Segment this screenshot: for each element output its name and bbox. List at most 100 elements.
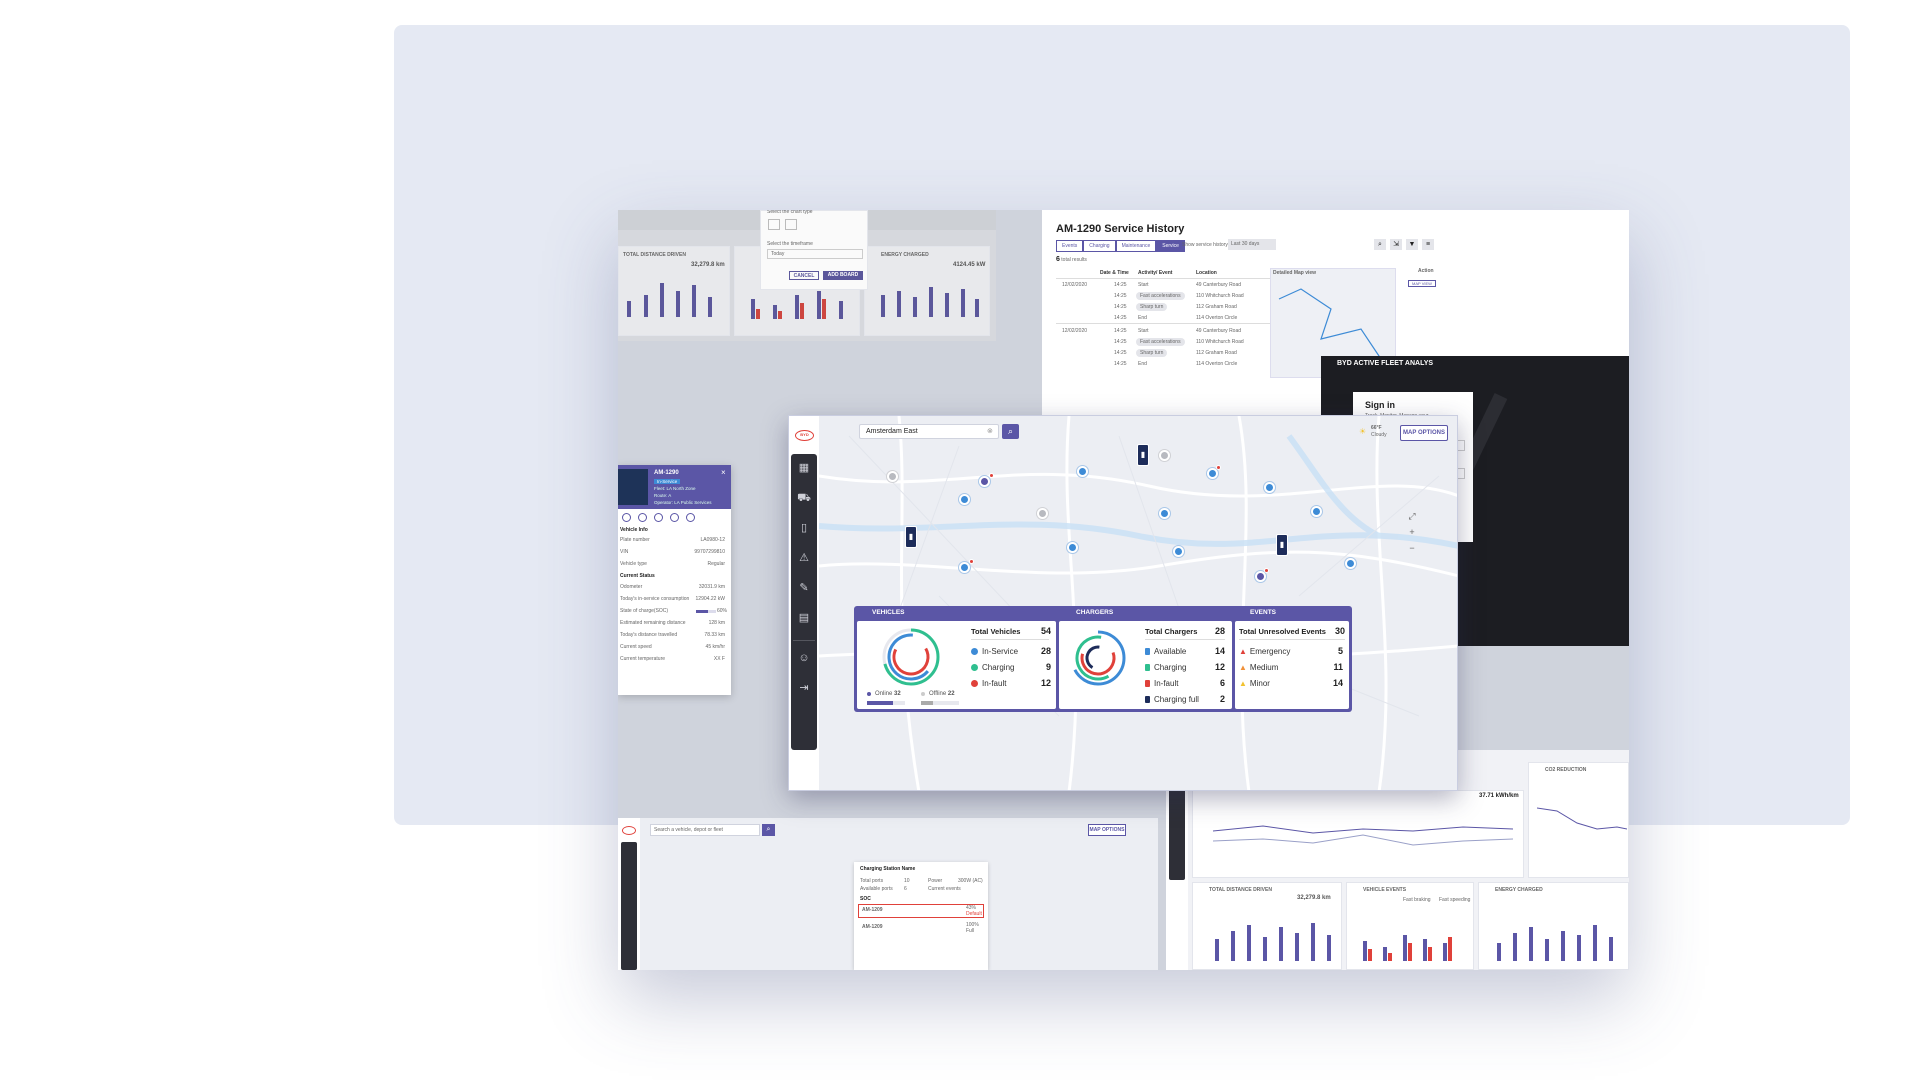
history-icon[interactable] (638, 513, 647, 522)
col-date: Date & Time (1100, 270, 1129, 276)
zoom-out-icon[interactable]: − (1409, 543, 1415, 553)
clear-icon[interactable]: ⊗ (987, 428, 993, 435)
vehicle-icon[interactable]: ⛟ (797, 492, 811, 504)
soc-item-sub: Default (966, 911, 982, 917)
map-pin[interactable] (1311, 506, 1322, 517)
row-location: 112 Graham Road (1196, 304, 1237, 310)
map-pin[interactable] (1077, 466, 1088, 477)
map-pin[interactable] (1173, 546, 1184, 557)
total-ports-label: Total ports (860, 878, 884, 884)
map-pin[interactable] (887, 471, 898, 482)
map-streets (819, 416, 1457, 790)
online-legend: Online 32 (867, 691, 901, 697)
fullscreen-icon[interactable]: ⤢ (1408, 511, 1416, 521)
battery-icon[interactable] (654, 513, 663, 522)
power-label: Power (928, 878, 943, 884)
map-pin[interactable] (1037, 508, 1048, 519)
zoom-in-icon[interactable]: + (1409, 527, 1415, 537)
cancel-button[interactable]: CANCEL (789, 271, 819, 280)
tab-service[interactable]: Service (1156, 240, 1185, 252)
energy-usage-card: 37.71 kWh/km (1192, 790, 1524, 878)
filter-icon[interactable]: ▼ (1406, 239, 1418, 250)
tab-events[interactable]: Events (1056, 240, 1084, 252)
service-tabs: Events Charging Maintenance Service (1056, 240, 1185, 252)
map-pin[interactable] (1255, 571, 1266, 582)
bus-marker[interactable]: ▮ (1137, 444, 1149, 466)
bar-chart-option[interactable] (768, 219, 780, 230)
row-location: 114 Overton Circle (1196, 315, 1238, 321)
info-icon[interactable] (622, 513, 631, 522)
event-value: 5 (1337, 646, 1343, 656)
map-pin[interactable] (1264, 482, 1275, 493)
status-value: 12 (1214, 662, 1225, 672)
vehicle-status-row: In-fault (971, 679, 1006, 688)
bus-marker[interactable]: ▮ (1276, 534, 1288, 556)
sidebar: BYD ▦ ⛟ ▯ ⚠ ✎ ▤ ☺ ⇥ (789, 416, 819, 790)
map-view-button[interactable]: MAP VIEW (1408, 280, 1436, 287)
wrench-icon[interactable]: ✎ (799, 582, 809, 594)
energy-charged-card: ENERGY CHARGED (1478, 882, 1629, 970)
close-icon[interactable]: × (721, 468, 726, 477)
search-button[interactable]: ⌕ (1002, 424, 1019, 439)
export-icon[interactable]: ⇲ (1390, 239, 1402, 250)
report-icon[interactable] (686, 513, 695, 522)
timeframe-label: Select the timeframe (767, 241, 813, 247)
search-button[interactable]: ⌕ (762, 824, 775, 836)
row-event: End (1138, 361, 1147, 367)
search-input[interactable]: Search a vehicle, depot or fleet (650, 824, 760, 836)
tab-maintenance[interactable]: Maintenance (1115, 240, 1157, 252)
search-icon[interactable]: ⌕ (1374, 239, 1386, 250)
col-location: Location (1196, 270, 1217, 276)
status-label: In-Service (982, 647, 1019, 656)
tab-charging[interactable]: Charging (1083, 240, 1116, 252)
energy-charged-title: ENERGY CHARGED (1495, 887, 1543, 893)
map-pin[interactable] (1159, 508, 1170, 519)
event-row: ▲ Emergency (1239, 647, 1290, 656)
map-pin[interactable] (959, 494, 970, 505)
vehicle-detail-panel: AM-1290 In-Service Fleet: LA North Zone … (618, 465, 731, 695)
history-range-select[interactable]: Last 30 days (1228, 239, 1276, 250)
add-board-dialog: Select the chart type Select the timefra… (760, 210, 868, 290)
report-icon[interactable]: ▤ (798, 612, 810, 624)
bus-marker[interactable]: ▮ (905, 526, 917, 548)
soc-item-pct: 100% (966, 922, 979, 928)
status-value: 128 km (708, 620, 725, 626)
status-value: 45 km/hr (705, 644, 725, 650)
signin-title: Sign in (1365, 400, 1395, 410)
map-pin[interactable] (1067, 542, 1078, 553)
charging-map-screen: Search a vehicle, depot or fleet ⌕ MAP O… (618, 818, 1158, 970)
search-input[interactable]: Amsterdam East (859, 424, 999, 439)
logout-icon[interactable]: ⇥ (799, 682, 809, 694)
total-vehicles-label: Total Vehicles (971, 627, 1021, 636)
map-options-button[interactable]: MAP OPTIONS (1400, 425, 1448, 441)
map-pin[interactable] (1207, 468, 1218, 479)
total-chargers-label: Total Chargers (1145, 627, 1198, 636)
status-value: 6 (1219, 678, 1225, 688)
status-value: 60% (716, 608, 727, 614)
col-event: Activity/ Event (1138, 270, 1173, 276)
timeframe-select[interactable]: Today (767, 249, 863, 259)
info-value: Regular (707, 561, 725, 567)
map-pin[interactable] (1345, 558, 1356, 569)
map-pin[interactable] (959, 562, 970, 573)
available-ports-label: Available ports (860, 886, 893, 892)
map-options-button[interactable]: MAP OPTIONS (1088, 824, 1126, 836)
wrench-icon[interactable] (670, 513, 679, 522)
soc-item-id: AM-1209 (862, 907, 883, 913)
user-icon[interactable]: ☺ (798, 652, 810, 664)
line-chart-option[interactable] (785, 219, 797, 230)
vehicles-donut (882, 628, 940, 686)
results-count: 6 (1056, 256, 1060, 263)
vehicle-events-title: VEHICLE EVENTS (1363, 887, 1407, 893)
dashboard-icon[interactable]: ▦ (798, 462, 810, 474)
warning-icon[interactable]: ⚠ (799, 552, 809, 564)
columns-icon[interactable]: ≡ (1422, 239, 1434, 250)
map-pin[interactable] (1159, 450, 1170, 461)
col-action: Action (1418, 268, 1434, 274)
service-table: Date & Time Activity/ Event Location 12/… (1056, 268, 1270, 380)
add-board-button[interactable]: ADD BOARD (823, 271, 863, 280)
map[interactable]: Amsterdam East ⊗ ⌕ ☀ 66°F Cloudy MAP OPT… (819, 416, 1457, 790)
map-pin[interactable] (979, 476, 990, 487)
summary-panel: VEHICLES CHARGERS EVENTS Online 32 Offli… (854, 606, 1352, 712)
charger-icon[interactable]: ▯ (800, 522, 808, 534)
